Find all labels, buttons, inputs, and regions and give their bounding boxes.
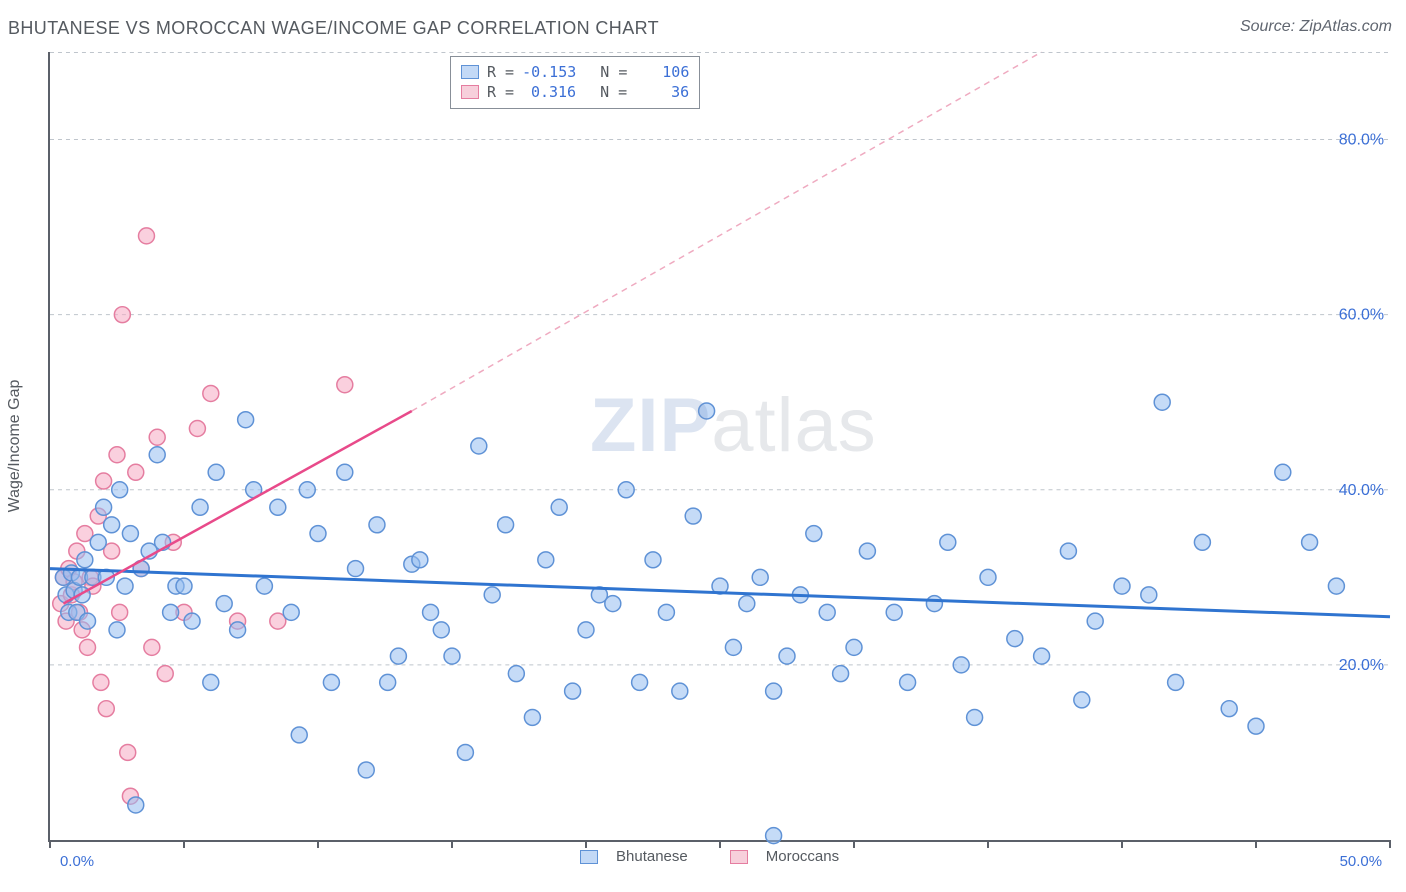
svg-text:50.0%: 50.0% (1340, 853, 1382, 870)
correlation-box: R = -0.153 N = 106 R = 0.316 N = 36 (450, 56, 700, 109)
corr-row-1: R = -0.153 N = 106 (461, 62, 689, 82)
svg-text:20.0%: 20.0% (1339, 657, 1384, 674)
corr-swatch-moroccans (461, 85, 479, 99)
plot-svg: 20.0%40.0%60.0%80.0%0.0%50.0% (50, 52, 1390, 840)
corr-R-label: R = (487, 62, 514, 82)
legend-swatch-moroccans (730, 850, 748, 864)
svg-text:0.0%: 0.0% (60, 853, 94, 870)
corr-N-label: N = (600, 62, 627, 82)
corr-N-val-1: 106 (635, 62, 689, 82)
legend-label-moroccans: Moroccans (766, 848, 839, 865)
corr-row-2: R = 0.316 N = 36 (461, 82, 689, 102)
corr-N-label-2: N = (600, 82, 627, 102)
legend: Bhutanese Moroccans (580, 848, 839, 865)
chart-title: BHUTANESE VS MOROCCAN WAGE/INCOME GAP CO… (8, 18, 659, 39)
svg-text:80.0%: 80.0% (1339, 132, 1384, 149)
svg-text:40.0%: 40.0% (1339, 482, 1384, 499)
y-axis-label: Wage/Income Gap (6, 380, 24, 513)
legend-label-bhutanese: Bhutanese (616, 848, 688, 865)
svg-text:60.0%: 60.0% (1339, 307, 1384, 324)
legend-swatch-bhutanese (580, 850, 598, 864)
corr-R-val-2: 0.316 (522, 82, 576, 102)
chart-container: BHUTANESE VS MOROCCAN WAGE/INCOME GAP CO… (0, 0, 1406, 892)
plot-area: 20.0%40.0%60.0%80.0%0.0%50.0% ZIPatlas R… (48, 52, 1390, 842)
source-label: Source: ZipAtlas.com (1240, 18, 1392, 36)
corr-R-label-2: R = (487, 82, 514, 102)
corr-swatch-bhutanese (461, 65, 479, 79)
corr-R-val-1: -0.153 (522, 62, 576, 82)
corr-N-val-2: 36 (635, 82, 689, 102)
